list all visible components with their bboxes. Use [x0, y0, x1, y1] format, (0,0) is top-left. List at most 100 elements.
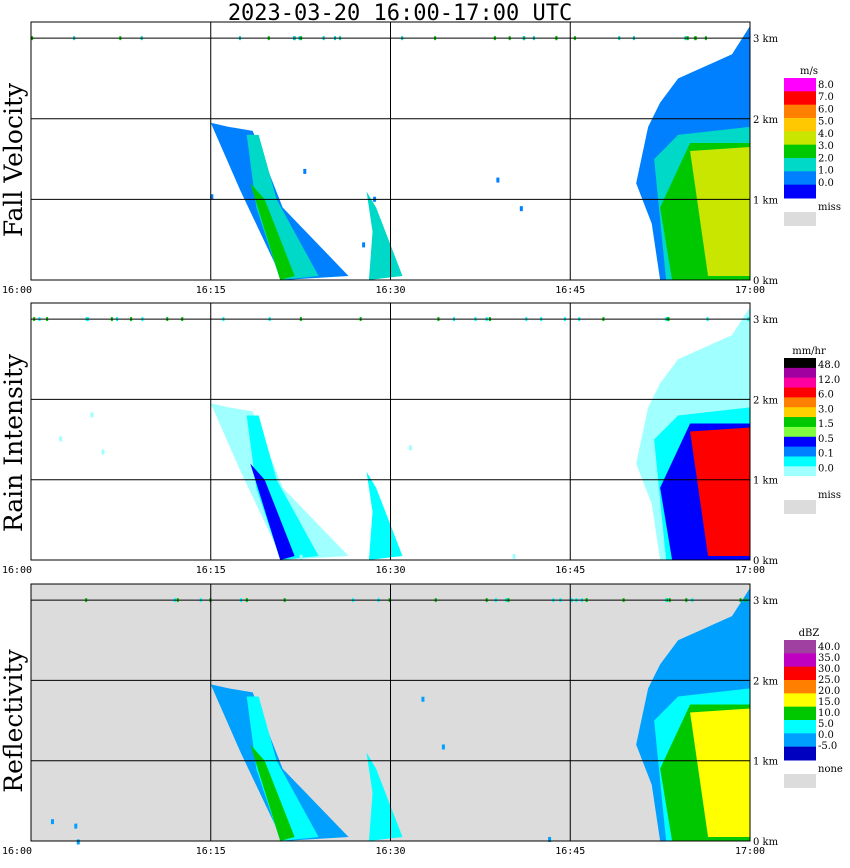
colorbar-label: 12.0	[818, 375, 840, 386]
colorbar-swatch	[784, 118, 816, 132]
colorbar-missing-swatch	[784, 774, 816, 788]
y-tick-label: 2 km	[753, 395, 779, 406]
colorbar-label: 0.5	[818, 434, 834, 445]
x-tick-label: 16:45	[555, 285, 585, 296]
colorbar-missing-label: miss	[818, 202, 841, 213]
echo-speckle	[303, 168, 307, 174]
x-tick-label: 16:00	[2, 846, 32, 857]
echo-speckle	[408, 445, 412, 451]
colorbar-swatch	[784, 466, 816, 477]
colorbar-label: 5.0	[818, 719, 834, 730]
colorbar-label: 2.0	[818, 153, 834, 164]
y-tick-label: 3 km	[753, 596, 779, 607]
echo-speckle	[90, 412, 94, 418]
colorbar-swatch	[784, 680, 816, 694]
colorbar-swatch	[784, 78, 816, 92]
x-tick-label: 17:00	[735, 285, 765, 296]
x-tick-label: 16:45	[555, 565, 585, 576]
echo-speckle	[101, 449, 105, 455]
colorbar-swatch	[784, 171, 816, 186]
colorbar-label: 8.0	[818, 80, 834, 91]
colorbar-swatch	[784, 144, 816, 159]
colorbar-swatch	[784, 446, 816, 457]
x-tick-label: 17:00	[735, 846, 765, 857]
colorbar-swatch	[784, 158, 816, 172]
colorbar-missing-swatch	[784, 212, 816, 226]
echo-shape	[366, 191, 403, 280]
echo-speckle	[441, 744, 445, 750]
colorbar-missing-label: none	[818, 764, 843, 775]
colorbar-label: 0.0	[818, 463, 834, 474]
colorbar: dBZ 40.035.030.025.020.015.010.05.00.0-5.…	[784, 628, 843, 788]
colorbar-swatch	[784, 377, 816, 389]
x-tick-label: 16:30	[375, 565, 405, 576]
colorbar-label: 25.0	[818, 675, 840, 686]
colorbar-swatch	[784, 720, 816, 734]
colorbar-label: -5.0	[818, 741, 837, 752]
echo-layer	[33, 307, 750, 560]
echo-speckle	[548, 836, 552, 842]
echo-speckle	[496, 177, 500, 183]
colorbar-swatch	[784, 91, 816, 106]
echo-shape	[250, 183, 295, 280]
grid	[31, 303, 750, 560]
echo-speckle	[210, 194, 214, 200]
x-tick-label: 16:30	[375, 846, 405, 857]
colorbar-label: 6.0	[818, 390, 834, 401]
echo-shape	[366, 752, 403, 841]
echo-shape	[250, 744, 295, 841]
colorbar-label: 0.1	[818, 449, 834, 460]
colorbar-swatch	[784, 397, 816, 408]
colorbar-label: 7.0	[818, 92, 834, 103]
x-tick-label: 17:00	[735, 565, 765, 576]
echo-speckle	[512, 554, 516, 560]
plot-frame	[30, 583, 751, 842]
x-tick-label: 16:45	[555, 846, 585, 857]
echo-shape	[250, 463, 295, 560]
colorbar-unit: mm/hr	[792, 346, 826, 357]
echo-layer	[31, 26, 750, 280]
panel-1: 16:00 16:15 16:30 16:45 17:000 km 1 km 2 km 3 k…	[2, 21, 841, 296]
panel-2: 16:00 16:15 16:30 16:45 17:000 km 1 km 2 km 3 k…	[2, 302, 841, 576]
echo-speckle	[519, 206, 523, 212]
colorbar-swatch	[784, 104, 816, 119]
y-tick-label: 3 km	[753, 315, 779, 326]
echo-speckle	[299, 554, 303, 560]
echo-shape	[366, 471, 403, 560]
colorbar-unit: dBZ	[799, 628, 820, 639]
colorbar-label: 3.0	[818, 141, 834, 152]
echo-shape	[210, 122, 349, 280]
panel-3: 16:00 16:15 16:30 16:45 17:000 km 1 km 2 km 3 k…	[2, 583, 843, 857]
colorbar-swatch	[784, 131, 816, 146]
colorbar-label: 15.0	[818, 697, 840, 708]
colorbar-swatch	[784, 693, 816, 708]
echo-speckle	[76, 839, 80, 845]
colorbar-label: 0.0	[818, 178, 834, 189]
colorbar-missing-swatch	[784, 500, 816, 514]
echo-shape	[246, 415, 319, 560]
colorbar-swatch	[784, 456, 816, 467]
colorbar-label: 20.0	[818, 686, 840, 697]
echo-shape	[210, 403, 349, 560]
colorbar-missing-label: miss	[818, 490, 841, 501]
colorbar-swatch	[784, 184, 816, 199]
echo-speckle	[74, 823, 78, 829]
colorbar-label: 5.0	[818, 117, 834, 128]
colorbar-swatch	[784, 640, 816, 654]
colorbar-label: 1.5	[818, 419, 834, 430]
echo-layer	[50, 588, 750, 845]
echo-shape	[246, 134, 319, 280]
colorbar-swatch	[784, 426, 816, 438]
plot-frame	[30, 302, 751, 561]
colorbar-unit: m/s	[800, 66, 818, 77]
y-tick-label: 0 km	[753, 837, 779, 848]
y-tick-label: 0 km	[753, 276, 779, 287]
echo-speckle	[421, 696, 425, 702]
colorbar-label: 10.0	[818, 708, 840, 719]
y-tick-label: 1 km	[753, 757, 779, 768]
echo-shape	[690, 146, 750, 276]
colorbar-swatch	[784, 653, 816, 668]
colorbar-swatch	[784, 746, 816, 761]
colorbar-label: 1.0	[818, 166, 834, 177]
